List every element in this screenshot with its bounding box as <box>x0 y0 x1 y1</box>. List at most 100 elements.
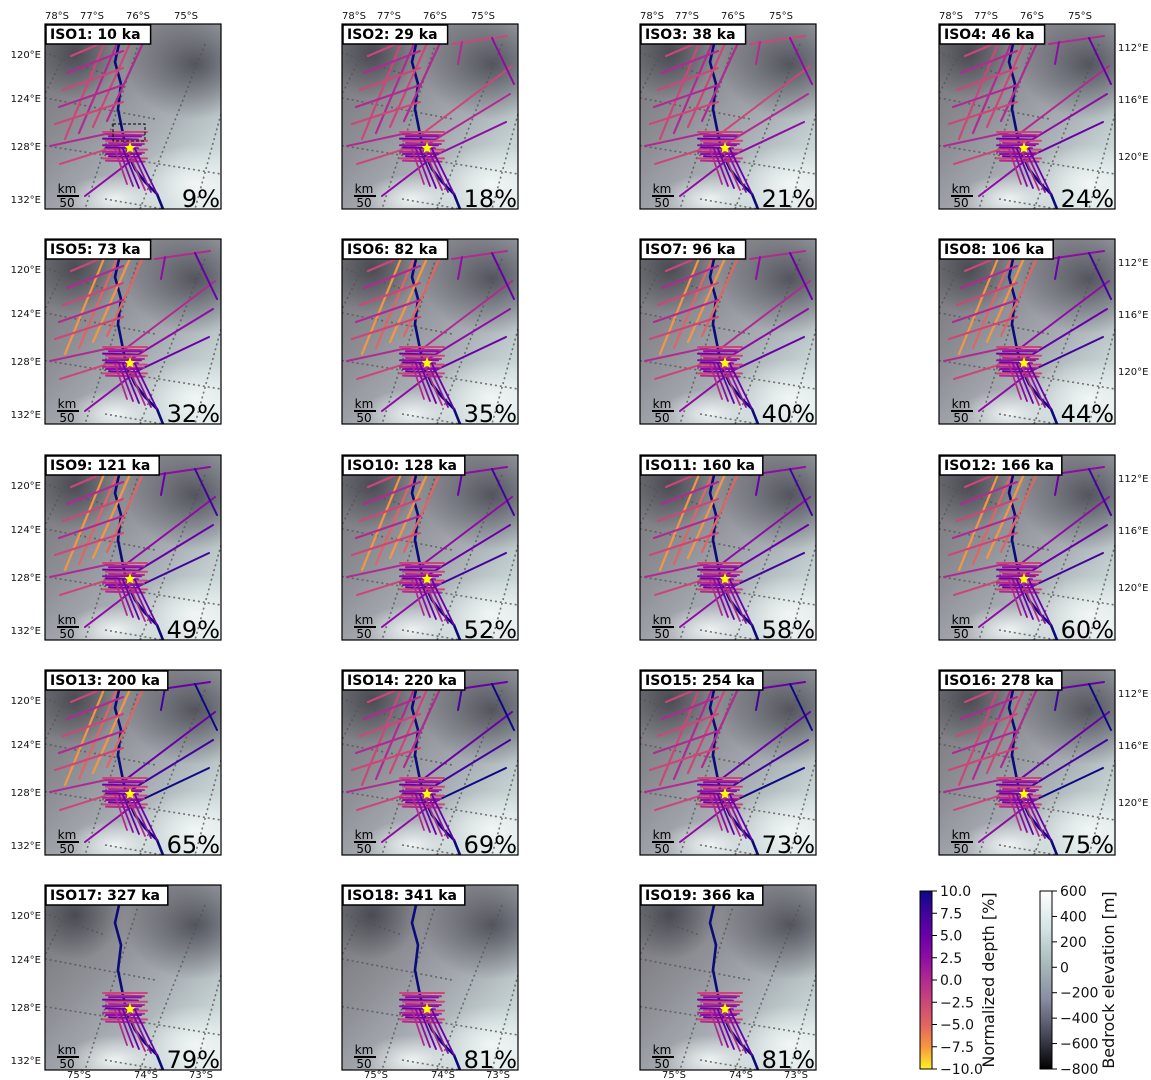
survey-lines <box>346 459 515 628</box>
bottom-lat-tick: 73°S <box>486 1070 510 1080</box>
survey-line <box>725 579 747 624</box>
survey-line <box>713 794 729 833</box>
left-lon-tick: 132°E <box>11 626 41 637</box>
graticule-line <box>342 97 453 120</box>
graticule-line <box>640 885 676 956</box>
bottom-lat-tick: 75°S <box>662 1070 686 1080</box>
scale-unit: km <box>58 828 77 842</box>
site-star-marker <box>1018 573 1030 584</box>
left-lon-tick: 124°E <box>11 740 41 751</box>
survey-line <box>491 37 515 85</box>
survey-line <box>350 746 422 772</box>
survey-line <box>1024 794 1046 839</box>
graticule-line <box>45 1005 221 1036</box>
survey-line <box>411 794 425 831</box>
left-lon-tick: 128°E <box>11 357 41 368</box>
map-area <box>939 455 1115 640</box>
survey-line <box>789 37 813 85</box>
survey-line <box>354 514 422 540</box>
bedrock-colorbar-tick-label: −800 <box>1060 1062 1098 1078</box>
panel-label: ISO12: 166 ka <box>944 458 1054 474</box>
survey-line <box>399 568 436 572</box>
survey-line <box>105 159 145 163</box>
graticule-line <box>1088 328 1115 424</box>
percent-label: 79% <box>167 1046 220 1074</box>
survey-line <box>105 994 145 998</box>
graticule-line <box>640 912 701 936</box>
survey-line <box>719 280 811 350</box>
survey-line <box>755 472 761 496</box>
bedrock-low <box>45 885 120 960</box>
graticule-line <box>342 912 403 936</box>
survey-line <box>350 315 422 341</box>
survey-lines <box>697 992 753 1056</box>
survey-line <box>53 746 125 772</box>
depth-colorbar-tick-label: 10.0 <box>940 884 971 900</box>
survey-line <box>360 34 406 141</box>
survey-line <box>999 374 1039 378</box>
scale-unit: km <box>952 613 971 627</box>
right-lon-tick: 112°E <box>1118 43 1148 54</box>
survey-line <box>423 579 443 622</box>
left-lon-tick: 124°E <box>11 94 41 105</box>
graticule-line <box>491 328 518 424</box>
panel-frame <box>938 23 1116 210</box>
bedrock-high <box>65 605 165 640</box>
bedrock-low <box>720 24 816 119</box>
survey-line <box>63 249 109 356</box>
panel-label-box <box>640 455 764 476</box>
survey-line <box>374 678 420 781</box>
bottom-lat-tick: 74°S <box>431 1070 455 1080</box>
survey-line <box>491 683 515 731</box>
survey-line <box>717 794 735 835</box>
panel-label: ISO16: 278 ka <box>944 673 1054 689</box>
survey-line <box>411 579 425 616</box>
survey-line <box>108 357 145 360</box>
survey-line <box>53 315 125 341</box>
graticule-line <box>939 455 975 526</box>
bottom-lat-tick: 73°S <box>784 1070 808 1080</box>
survey-line <box>1030 767 1104 803</box>
survey-line <box>421 280 513 350</box>
bedrock-low <box>720 455 816 550</box>
panel-label-box <box>939 239 1054 260</box>
survey-line <box>999 779 1039 783</box>
survey-line <box>1030 121 1104 157</box>
survey-line <box>648 531 720 557</box>
survey-line <box>955 281 1019 307</box>
left-lon-tick: 132°E <box>11 195 41 206</box>
site-star-marker <box>1018 142 1030 153</box>
survey-line <box>405 357 442 360</box>
survey-line <box>346 777 413 793</box>
site-star-marker <box>421 142 433 153</box>
graticule-line <box>789 974 816 1070</box>
survey-line <box>423 1009 443 1052</box>
survey-line <box>134 794 158 841</box>
survey-line <box>1054 687 1060 711</box>
site-star-marker <box>124 357 136 368</box>
survey-line <box>951 514 1019 540</box>
survey-line <box>1002 142 1039 145</box>
bedrock-low <box>422 885 518 980</box>
panel-frame <box>639 454 817 641</box>
survey-line <box>709 363 723 400</box>
graticule-line <box>939 743 1050 766</box>
survey-line <box>1016 148 1034 189</box>
survey-line <box>959 480 1019 506</box>
map-area <box>45 885 221 1070</box>
scale-value: 50 <box>953 842 968 856</box>
panel-frame <box>341 669 519 856</box>
bedrock-high <box>65 389 165 424</box>
survey-line <box>388 245 434 344</box>
left-lon-tick: 124°E <box>11 525 41 536</box>
panel-label: ISO10: 128 ka <box>347 458 457 474</box>
survey-line <box>951 298 1019 324</box>
survey-line <box>114 794 128 831</box>
panel-label-box <box>45 24 152 45</box>
survey-line <box>721 794 741 837</box>
map-area <box>45 670 221 855</box>
scale-value: 50 <box>356 1057 371 1071</box>
bedrock-low <box>1019 670 1115 765</box>
survey-line <box>713 363 729 402</box>
